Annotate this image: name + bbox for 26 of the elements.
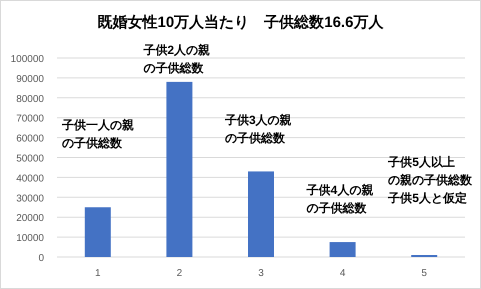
bar <box>166 82 192 257</box>
y-tick-label: 10000 <box>16 233 44 244</box>
x-tick-label: 4 <box>340 268 346 279</box>
annotation: 子供5人以上の親の子供総数子供5人と仮定 <box>387 155 474 205</box>
y-tick-label: 70000 <box>16 114 44 125</box>
x-tick-label: 3 <box>258 268 264 279</box>
y-tick-label: 0 <box>38 253 44 264</box>
y-tick-label: 20000 <box>16 213 44 224</box>
annotation: 子供4人の親の子供総数 <box>306 183 374 215</box>
annotation: 子供3人の親の子供総数 <box>224 113 292 145</box>
y-tick-label: 90000 <box>16 74 44 85</box>
y-tick-label: 50000 <box>16 154 44 164</box>
y-tick-label: 30000 <box>16 193 44 204</box>
chart-title: 既婚女性10万人当たり 子供総数16.6万人 <box>98 14 384 31</box>
annotation: 子供一人の親の子供総数 <box>60 118 134 150</box>
x-tick-label: 1 <box>95 268 102 279</box>
annotation: 子供2人の親の子供総数 <box>142 43 210 75</box>
y-tick-label: 100000 <box>10 54 44 65</box>
y-tick-label: 60000 <box>16 134 44 145</box>
x-tick-label: 5 <box>421 268 428 279</box>
y-tick-label: 40000 <box>16 173 44 184</box>
x-tick-label: 2 <box>176 268 183 279</box>
bar <box>84 207 111 257</box>
bar <box>330 242 356 257</box>
y-tick-label: 80000 <box>16 94 44 105</box>
bar <box>248 171 274 257</box>
